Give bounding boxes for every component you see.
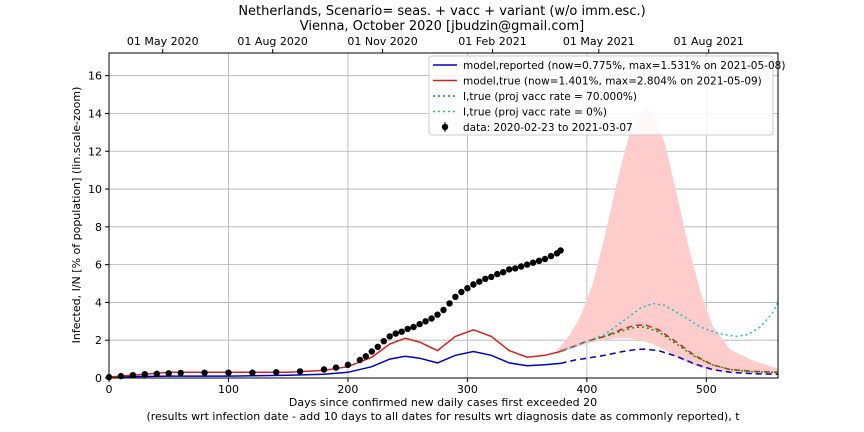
top-tick-label: 01 May 2020 bbox=[127, 35, 199, 48]
chart-subtitle: Vienna, October 2020 [jbudzin@gmail.com] bbox=[300, 19, 584, 34]
data-point bbox=[557, 247, 564, 254]
top-date-axis-ticks: 01 May 2020 01 Aug 2020 01 Nov 2020 01 Feb … bbox=[127, 35, 744, 53]
y-tick-label: 2 bbox=[95, 334, 102, 347]
data-point bbox=[344, 361, 352, 368]
data-point bbox=[392, 330, 399, 337]
data-point bbox=[458, 288, 465, 296]
data-point bbox=[547, 252, 555, 260]
data-point bbox=[512, 265, 519, 272]
data-point bbox=[201, 369, 208, 376]
data-point bbox=[434, 311, 441, 318]
data-point bbox=[380, 338, 387, 345]
data-point bbox=[141, 371, 148, 378]
x-axis-ticks: 0 100 200 300 400 500 bbox=[106, 378, 717, 396]
data-point bbox=[422, 318, 429, 325]
y-tick-label: 0 bbox=[95, 372, 102, 385]
x-tick-label: 500 bbox=[696, 383, 717, 396]
y-tick-label: 12 bbox=[88, 145, 102, 158]
x-tick-label: 400 bbox=[576, 383, 597, 396]
data-point bbox=[488, 273, 495, 281]
x-axis-label-secondary: (results wrt infection date - add 10 day… bbox=[146, 410, 740, 423]
data-point bbox=[470, 281, 477, 288]
x-tick-label: 200 bbox=[337, 383, 358, 396]
x-axis-label: Days since confirmed new daily cases fir… bbox=[289, 396, 597, 409]
data-point bbox=[249, 369, 256, 376]
data-point bbox=[523, 261, 531, 268]
data-point bbox=[362, 353, 369, 360]
data-point bbox=[494, 270, 501, 278]
x-tick-label: 300 bbox=[457, 383, 478, 396]
top-tick-label: 01 May 2021 bbox=[563, 35, 635, 48]
data-point bbox=[428, 315, 435, 322]
data-point bbox=[404, 325, 411, 333]
data-point bbox=[153, 370, 160, 377]
band-area bbox=[557, 107, 778, 375]
top-tick-label: 01 Nov 2020 bbox=[347, 35, 417, 48]
legend: model,reported (now=0.775%, max=1.531% o… bbox=[428, 55, 785, 136]
data-point bbox=[506, 266, 513, 273]
x-tick-label: 0 bbox=[106, 383, 113, 396]
legend-box bbox=[428, 55, 774, 136]
y-tick-label: 14 bbox=[88, 107, 102, 120]
legend-label: I,true (proj vacc rate = 70.000%) bbox=[463, 91, 637, 103]
top-tick-label: 01 Aug 2020 bbox=[237, 35, 307, 48]
data-point bbox=[410, 323, 417, 331]
series-line-reported_hist bbox=[108, 350, 561, 378]
data-point bbox=[129, 372, 137, 379]
y-tick-label: 4 bbox=[95, 296, 102, 309]
y-tick-label: 16 bbox=[88, 70, 102, 83]
y-axis-label: Infected, I/N [% of population] (lin.sca… bbox=[70, 87, 83, 344]
data-point bbox=[416, 320, 423, 328]
y-tick-label: 8 bbox=[95, 221, 102, 234]
data-point bbox=[296, 368, 304, 375]
data-point bbox=[374, 343, 381, 350]
data-point bbox=[529, 259, 537, 266]
data-point bbox=[368, 348, 375, 355]
top-tick-label: 01 Aug 2021 bbox=[673, 35, 743, 48]
series-line-vacc0 bbox=[560, 302, 779, 352]
data-point bbox=[273, 369, 280, 376]
data-point bbox=[482, 275, 489, 282]
data-point bbox=[500, 269, 507, 276]
y-tick-label: 10 bbox=[88, 183, 102, 196]
data-point bbox=[398, 328, 405, 335]
data-point bbox=[225, 369, 232, 376]
data-point bbox=[320, 366, 328, 373]
legend-label: data: 2020-02-23 to 2021-03-07 bbox=[463, 122, 633, 134]
legend-label: model,reported (now=0.775%, max=1.531% o… bbox=[463, 60, 785, 72]
chart-title: Netherlands, Scenario= seas. + vacc + va… bbox=[238, 4, 645, 19]
data-point bbox=[386, 333, 393, 340]
data-point bbox=[446, 300, 453, 307]
y-axis-ticks: 0 2 4 6 8 10 12 14 16 bbox=[88, 70, 109, 385]
data-point bbox=[356, 356, 364, 364]
top-tick-label: 01 Feb 2021 bbox=[458, 35, 526, 48]
legend-label: model,true (now=1.401%, max=2.804% on 20… bbox=[463, 76, 762, 88]
data-point bbox=[535, 257, 543, 264]
data-point bbox=[464, 285, 471, 292]
data-point bbox=[332, 364, 340, 371]
data-point bbox=[541, 255, 549, 263]
data-point bbox=[165, 370, 172, 377]
legend-swatch bbox=[441, 123, 449, 131]
data-point bbox=[518, 263, 525, 270]
data-point bbox=[476, 278, 483, 285]
data-point bbox=[452, 293, 459, 300]
x-tick-label: 100 bbox=[218, 383, 239, 396]
data-point bbox=[177, 369, 184, 377]
plot-frame bbox=[108, 52, 779, 379]
data-point bbox=[440, 306, 447, 314]
data-points bbox=[105, 247, 564, 381]
legend-label: I,true (proj vacc rate = 0%) bbox=[463, 107, 607, 119]
y-tick-label: 6 bbox=[95, 259, 102, 272]
series-line-reported_proj bbox=[560, 348, 779, 375]
uncertainty-band bbox=[557, 107, 778, 375]
